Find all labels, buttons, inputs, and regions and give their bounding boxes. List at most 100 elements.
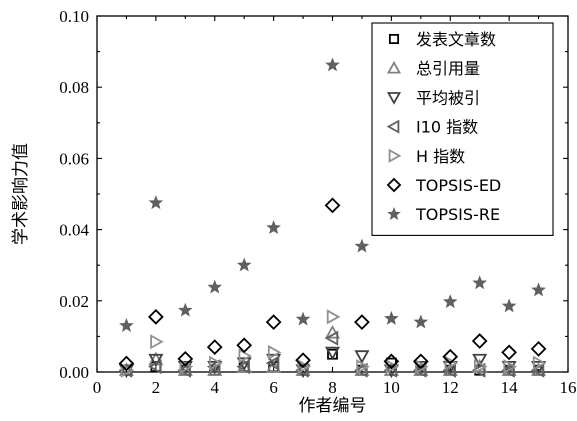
data-point [177, 302, 193, 317]
data-point [503, 359, 517, 375]
data-point [442, 294, 458, 309]
data-point [324, 330, 339, 346]
data-point [413, 314, 429, 329]
data-point [473, 359, 488, 375]
data-point [297, 359, 311, 375]
data-point [209, 355, 223, 371]
x-tick-label: 4 [211, 378, 220, 397]
data-point [148, 308, 164, 325]
y-tick-label: 0.02 [59, 292, 89, 311]
data-point [206, 359, 221, 375]
data-point [177, 362, 192, 378]
data-point [354, 362, 368, 378]
data-point [236, 358, 252, 373]
legend-marker [387, 207, 401, 220]
x-axis-title: 作者编号 [299, 396, 367, 416]
data-point [177, 360, 193, 375]
data-point [119, 318, 134, 332]
legend-label: 发表文章数 [416, 30, 496, 49]
data-point [177, 350, 194, 367]
y-axis-title: 学术影响力值 [11, 143, 31, 245]
data-point [472, 275, 488, 290]
data-point [267, 344, 282, 360]
x-tick-label: 0 [93, 378, 102, 397]
data-point [383, 353, 400, 370]
legend-label: H 指数 [416, 147, 465, 166]
x-tick-label: 8 [328, 378, 337, 397]
y-tick-label: 0.10 [59, 7, 89, 26]
x-tick-label: 16 [560, 378, 577, 397]
data-point [384, 310, 399, 325]
data-point [236, 257, 252, 272]
data-point [295, 311, 311, 326]
legend-marker [386, 92, 402, 105]
x-tick-label: 12 [442, 378, 459, 397]
data-point [354, 238, 370, 253]
y-tick-label: 0.06 [59, 149, 89, 168]
data-point [207, 362, 223, 376]
data-point [412, 353, 429, 370]
y-tick-label: 0.08 [59, 78, 89, 97]
data-point [266, 220, 281, 235]
data-point [238, 348, 253, 364]
x-tick-label: 10 [383, 378, 400, 397]
data-point [354, 362, 370, 376]
series-3 [118, 330, 545, 378]
data-point [207, 279, 223, 294]
legend-label: 总引用量 [416, 59, 480, 78]
data-point [501, 360, 517, 375]
data-point [120, 362, 135, 378]
legend-label: TOPSIS-ED [415, 176, 501, 195]
y-tick-label: 0.00 [59, 363, 89, 382]
data-point [530, 340, 547, 357]
data-point [471, 362, 486, 378]
x-tick-label: 14 [501, 378, 519, 397]
data-point [532, 355, 547, 371]
legend-label: 平均被引 [416, 88, 480, 107]
data-point [413, 362, 429, 376]
data-point [177, 362, 193, 376]
legend-box [371, 22, 554, 236]
data-point [148, 353, 164, 368]
data-point [266, 358, 282, 373]
data-point [531, 362, 547, 376]
series-5 [118, 197, 547, 372]
data-point [415, 359, 429, 375]
data-point [444, 355, 459, 371]
data-point [442, 362, 458, 376]
legend-label: I10 指数 [416, 118, 478, 137]
y-tick-label: 0.04 [59, 221, 89, 240]
data-point [206, 339, 223, 355]
data-marks [118, 57, 547, 379]
legend-marker [388, 33, 400, 45]
legend-marker [386, 119, 400, 134]
data-point [531, 282, 546, 297]
data-point [501, 344, 517, 361]
data-point [150, 334, 164, 350]
data-point [471, 333, 488, 349]
data-point [501, 298, 517, 313]
legend-marker [388, 148, 402, 163]
legend-label: TOPSIS-RE [415, 205, 500, 224]
data-point [354, 350, 370, 364]
data-point [326, 309, 341, 325]
data-point [413, 360, 429, 375]
legend-marker [386, 177, 402, 193]
data-point [501, 362, 517, 376]
legend-marker [386, 60, 402, 74]
data-point [118, 355, 135, 372]
data-point [354, 314, 370, 331]
data-point [148, 195, 164, 210]
series-6 [119, 57, 546, 332]
data-point [356, 359, 370, 375]
data-point [118, 364, 134, 379]
data-point [324, 346, 341, 361]
data-point [236, 337, 253, 354]
x-tick-label: 6 [269, 378, 278, 397]
data-point [265, 314, 282, 331]
axes: 0 2 4 6 8 10 12 14 16 0.00 0.02 0.04 0.06 0.08 0.10 [59, 7, 576, 397]
data-point [442, 348, 459, 365]
